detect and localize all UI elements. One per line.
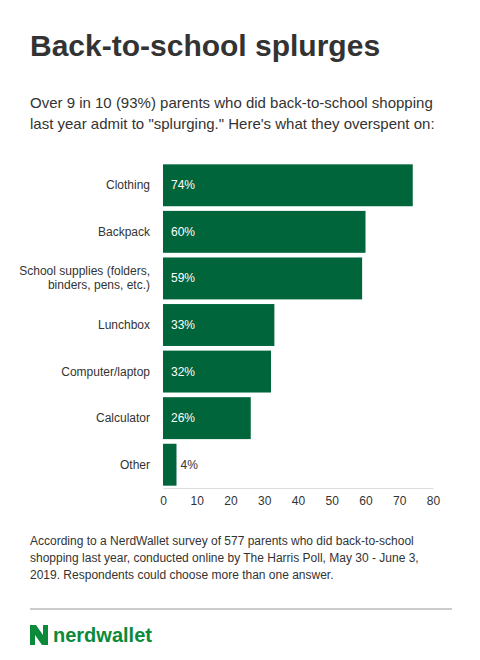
tick: 30: [258, 488, 272, 508]
tick: 40: [292, 488, 306, 508]
text-line: Calculator: [96, 411, 150, 425]
x-axis: 0 10 20 30 40 50 60 70 80: [160, 488, 440, 508]
text-line: Clothing: [106, 178, 150, 192]
text-line: binders, pens, etc.): [48, 278, 150, 292]
category-label: Computer/laptop: [61, 365, 150, 379]
text-line: Over 9 in 10 (93%) parents who did back-…: [30, 94, 433, 111]
logo-icon: [30, 625, 48, 645]
chart: Back-to-school splurges Over 9 in 10 (93%…: [0, 0, 480, 660]
data-label: 4%: [181, 458, 199, 472]
tick-label: 40: [292, 494, 306, 508]
tick-label: 50: [326, 494, 340, 508]
bar: [163, 211, 366, 253]
tick-label: 20: [224, 494, 238, 508]
brand: nerdwallet: [53, 624, 152, 646]
bar: [163, 444, 177, 486]
tick-label: 0: [160, 494, 167, 508]
logo-shape: [30, 625, 48, 645]
category-label: Other: [120, 458, 150, 472]
subtitle: Over 9 in 10 (93%) parents who did back-…: [30, 94, 435, 132]
category-label: Lunchbox: [98, 318, 150, 332]
text-line: last year admit to "splurging." Here's w…: [30, 115, 435, 132]
bar: [163, 351, 271, 393]
category-labels: Clothing Backpack School supplies (folders…: [19, 178, 151, 471]
tick-label: 30: [258, 494, 272, 508]
separator: [30, 608, 452, 610]
bars: [163, 164, 413, 485]
text-line: Computer/laptop: [61, 365, 150, 379]
axis-line: [164, 488, 434, 489]
category-label: School supplies (folders,binders, pens, …: [19, 264, 150, 292]
text-line: shopping last year, conducted online by …: [30, 551, 419, 565]
data-labels: 74% 60% 59% 33% 32% 26% 4%: [171, 178, 198, 471]
page: {"chart_data": {"type": "bar", "orientat…: [0, 0, 480, 660]
tick: 80: [427, 488, 441, 508]
footnote: According to a NerdWallet survey of 577 …: [30, 534, 419, 582]
tick: 0: [160, 488, 167, 508]
text-line: 2019. Respondents could choose more than…: [30, 568, 334, 582]
tick-label: 60: [359, 494, 373, 508]
category-label: Clothing: [106, 178, 150, 192]
text-line: School supplies (folders,: [19, 264, 150, 278]
data-label: 33%: [171, 318, 195, 332]
tick: 20: [224, 488, 238, 508]
bar: [163, 397, 251, 439]
tick: 60: [359, 488, 373, 508]
tick: 70: [393, 488, 407, 508]
bar: [163, 304, 274, 346]
text-line: Backpack: [98, 225, 151, 239]
data-label: 74%: [171, 178, 195, 192]
bar: [163, 257, 362, 299]
tick-label: 70: [393, 494, 407, 508]
data-label: 26%: [171, 411, 195, 425]
text-line: Lunchbox: [98, 318, 150, 332]
tick-label: 10: [191, 494, 205, 508]
data-label: 60%: [171, 225, 195, 239]
category-label: Calculator: [96, 411, 150, 425]
text-line: According to a NerdWallet survey of 577 …: [30, 534, 414, 548]
bar: [163, 164, 413, 206]
tick: 50: [326, 488, 340, 508]
category-label: Backpack: [98, 225, 151, 239]
text-line: Other: [120, 458, 150, 472]
title: Back-to-school splurges: [30, 29, 380, 62]
data-label: 32%: [171, 365, 195, 379]
tick-label: 80: [427, 494, 441, 508]
data-label: 59%: [171, 271, 195, 285]
tick: 10: [191, 488, 205, 508]
